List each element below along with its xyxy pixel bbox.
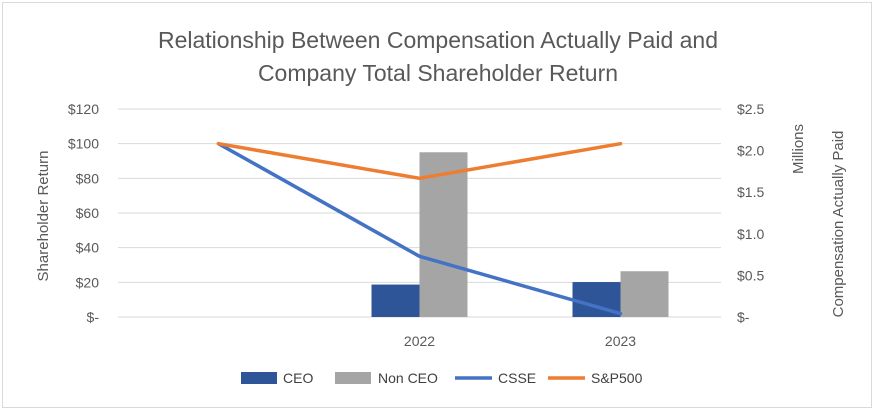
line-csse xyxy=(216,141,623,316)
lines xyxy=(216,141,623,316)
legend-label: Non CEO xyxy=(378,370,438,386)
chart-canvas: Relationship Between Compensation Actual… xyxy=(35,27,847,386)
left-axis-title: Shareholder Return xyxy=(35,151,52,282)
right-axis-units: Millions xyxy=(790,124,807,174)
line-s-p500 xyxy=(216,141,623,181)
legend: CEO Non CEO CSSE S&P500 xyxy=(241,370,643,386)
bar-non-ceo xyxy=(620,271,669,317)
right-tick-label: $1.0 xyxy=(737,226,764,242)
left-tick-label: $120 xyxy=(68,101,99,117)
left-tick-label: $100 xyxy=(68,136,99,152)
right-tick-label: $2.0 xyxy=(737,143,764,159)
legend-swatch xyxy=(241,372,277,384)
left-tick-label: $60 xyxy=(76,205,100,221)
chart-area: Relationship Between Compensation Actual… xyxy=(2,2,872,408)
bars xyxy=(371,152,669,317)
right-tick-label: $2.5 xyxy=(737,101,764,117)
bar-ceo xyxy=(371,284,420,317)
legend-label: CEO xyxy=(283,370,313,386)
left-tick-label: $- xyxy=(87,309,100,325)
right-tick-label: $- xyxy=(737,309,750,325)
category-labels: 2022 2023 xyxy=(404,333,636,349)
right-tick-label: $1.5 xyxy=(737,184,764,200)
left-tick-label: $20 xyxy=(76,274,100,290)
right-tick-label: $0.5 xyxy=(737,267,764,283)
legend-label: CSSE xyxy=(498,370,536,386)
chart-title-line-2: Company Total Shareholder Return xyxy=(258,60,618,86)
right-axis-ticks: $- $0.5 $1.0 $1.5 $2.0 $2.5 xyxy=(737,101,764,325)
category-label: 2022 xyxy=(404,333,435,349)
legend-swatch xyxy=(335,372,371,384)
category-label: 2023 xyxy=(605,333,636,349)
left-tick-label: $40 xyxy=(76,240,100,256)
right-axis-title: Compensation Actually Paid xyxy=(830,131,847,318)
bar-non-ceo xyxy=(419,152,468,317)
legend-label: S&P500 xyxy=(591,370,643,386)
left-tick-label: $80 xyxy=(76,170,100,186)
left-axis-ticks: $- $20 $40 $60 $80 $100 $120 xyxy=(68,101,99,325)
chart-title-line-1: Relationship Between Compensation Actual… xyxy=(158,27,718,53)
